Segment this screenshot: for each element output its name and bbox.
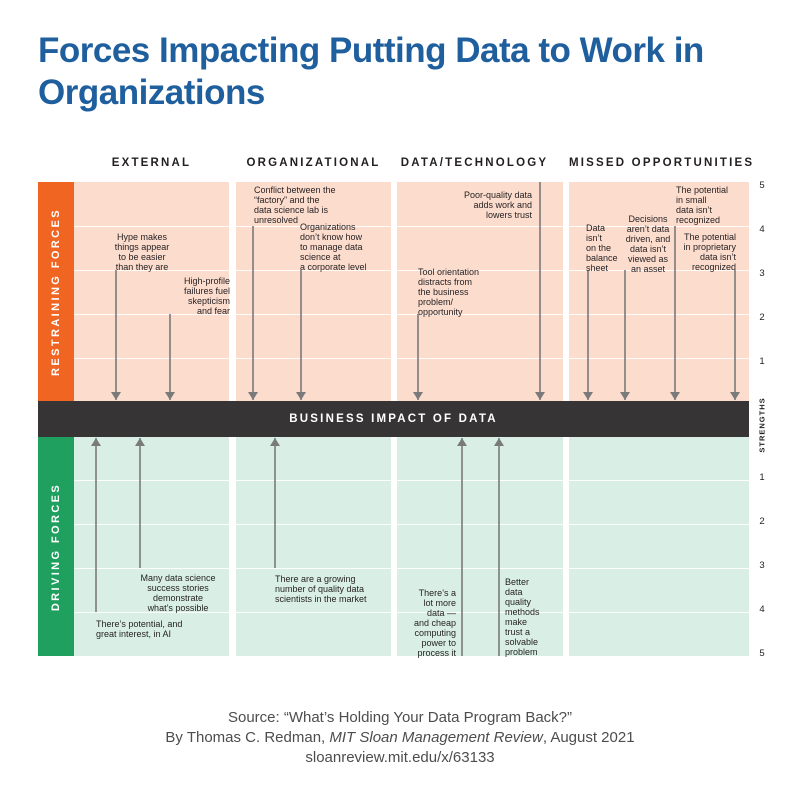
tick-top-3: 3 [759,268,765,279]
gridline [569,226,749,227]
tick-bottom-2: 2 [759,516,765,527]
gridline [569,612,749,613]
page-title: Forces Impacting Putting Data to Work in… [38,31,704,112]
gridline [397,358,563,359]
gridline [74,314,229,315]
restraining-arrow-7-head [620,392,630,400]
tick-bottom-3: 3 [759,560,765,571]
gridline [74,524,229,525]
force-label-success-stories: Many data science success stories demons… [140,573,216,613]
tick-bottom-4: 4 [759,604,765,615]
gridline [569,568,749,569]
tick-bottom-1: 1 [759,472,765,483]
business-impact-label: BUSINESS IMPACT OF DATA [289,413,498,425]
force-label-ai-interest: There’s potential, and great interest, i… [96,619,183,639]
gridline [397,480,563,481]
gridline [569,314,749,315]
gridline [74,568,229,569]
gridline [569,524,749,525]
force-label-tool-orientation: Tool orientation distracts from the busi… [418,267,480,317]
force-label-poor-quality-data: Poor-quality data adds work and lowers t… [463,190,532,220]
gridline [74,480,229,481]
driving-arrow-1-head [135,438,145,446]
force-label-proprietary-data: The potential in proprietary data isn’t … [683,232,736,272]
force-label-small-data: The potential in small data isn’t recogn… [676,185,729,225]
gridline [236,612,391,613]
gridline [569,358,749,359]
driving-arrow-4-head [494,438,504,446]
gridline [236,358,391,359]
gridline [236,314,391,315]
force-label-balance-sheet: Data isn’t on the balance sheet [586,223,618,273]
gridline [397,524,563,525]
gridline [397,270,563,271]
panel-missed-opportunities-restraining [569,182,749,401]
restraining-arrow-4-head [413,392,423,400]
restraining-arrow-6-head [583,392,593,400]
gridline [397,568,563,569]
panel-external-restraining [74,182,229,401]
tick-top-4: 4 [759,224,765,235]
panel-external-driving [74,437,229,656]
restraining-arrow-0-head [111,392,121,400]
driving-arrow-3-head [457,438,467,446]
tick-top-2: 2 [759,312,765,323]
gridline [236,480,391,481]
gridline [74,358,229,359]
restraining-arrow-3-head [296,392,306,400]
restraining-forces-band: RESTRAINING FORCES [38,182,74,401]
force-label-organizations-manage: Organizations don’t know how to manage d… [300,222,367,272]
gridline [397,314,563,315]
gridline [74,270,229,271]
column-header-missed-opportunities: MISSED OPPORTUNITIES [569,157,755,169]
panel-missed-opportunities-driving [569,437,749,656]
restraining-arrow-5-head [535,392,545,400]
panel-data-technology-restraining [397,182,563,401]
restraining-arrow-9-head [730,392,740,400]
restraining-arrow-8-head [670,392,680,400]
force-label-hype: Hype makes things appear to be easier th… [114,232,170,272]
gridline [236,524,391,525]
driving-arrow-0-head [91,438,101,446]
restraining-arrow-2-head [248,392,258,400]
force-label-quality-data-scientists: There are a growing number of quality da… [275,574,367,604]
source-citation: Source: “What’s Holding Your Data Progra… [0,708,800,768]
column-header-organizational: ORGANIZATIONAL [246,157,381,169]
gridline [236,226,391,227]
column-header-external: EXTERNAL [111,157,192,169]
source-line-3: sloanreview.mit.edu/x/63133 [305,749,495,766]
gridline [569,270,749,271]
gridline [74,612,229,613]
column-header-data-technology: DATA/TECHNOLOGY [400,157,549,169]
tick-top-1: 1 [759,356,765,367]
gridline [236,270,391,271]
force-label-factory-conflict: Conflict between the “factory” and the d… [254,185,336,225]
gridline [397,226,563,227]
gridline [397,612,563,613]
business-impact-bar: BUSINESS IMPACT OF DATA [38,401,749,437]
force-label-decisions-data-driven: Decisions aren’t data driven, and data i… [625,214,671,274]
gridline [569,480,749,481]
driving-forces-band: DRIVING FORCES [38,437,74,656]
tick-bottom-5: 5 [759,648,765,659]
panel-organizational-driving [236,437,391,656]
tick-top-5: 5 [759,180,765,191]
source-line-1: Source: “What’s Holding Your Data Progra… [227,709,573,726]
force-label-high-profile-failures: High-profile failures fuel skepticism an… [183,276,230,316]
gridline [74,226,229,227]
force-label-better-quality-methods: Better data quality methods make trust a… [505,577,540,657]
driving-arrow-2-head [270,438,280,446]
panel-organizational-restraining [236,182,391,401]
force-label-more-data-cheap-computing: There’s a lot more data — and cheap comp… [413,588,456,658]
panel-data-technology-driving [397,437,563,656]
restraining-arrow-1-head [165,392,175,400]
gridline [236,568,391,569]
source-line-2: By Thomas C. Redman, MIT Sloan Managemen… [165,729,635,746]
